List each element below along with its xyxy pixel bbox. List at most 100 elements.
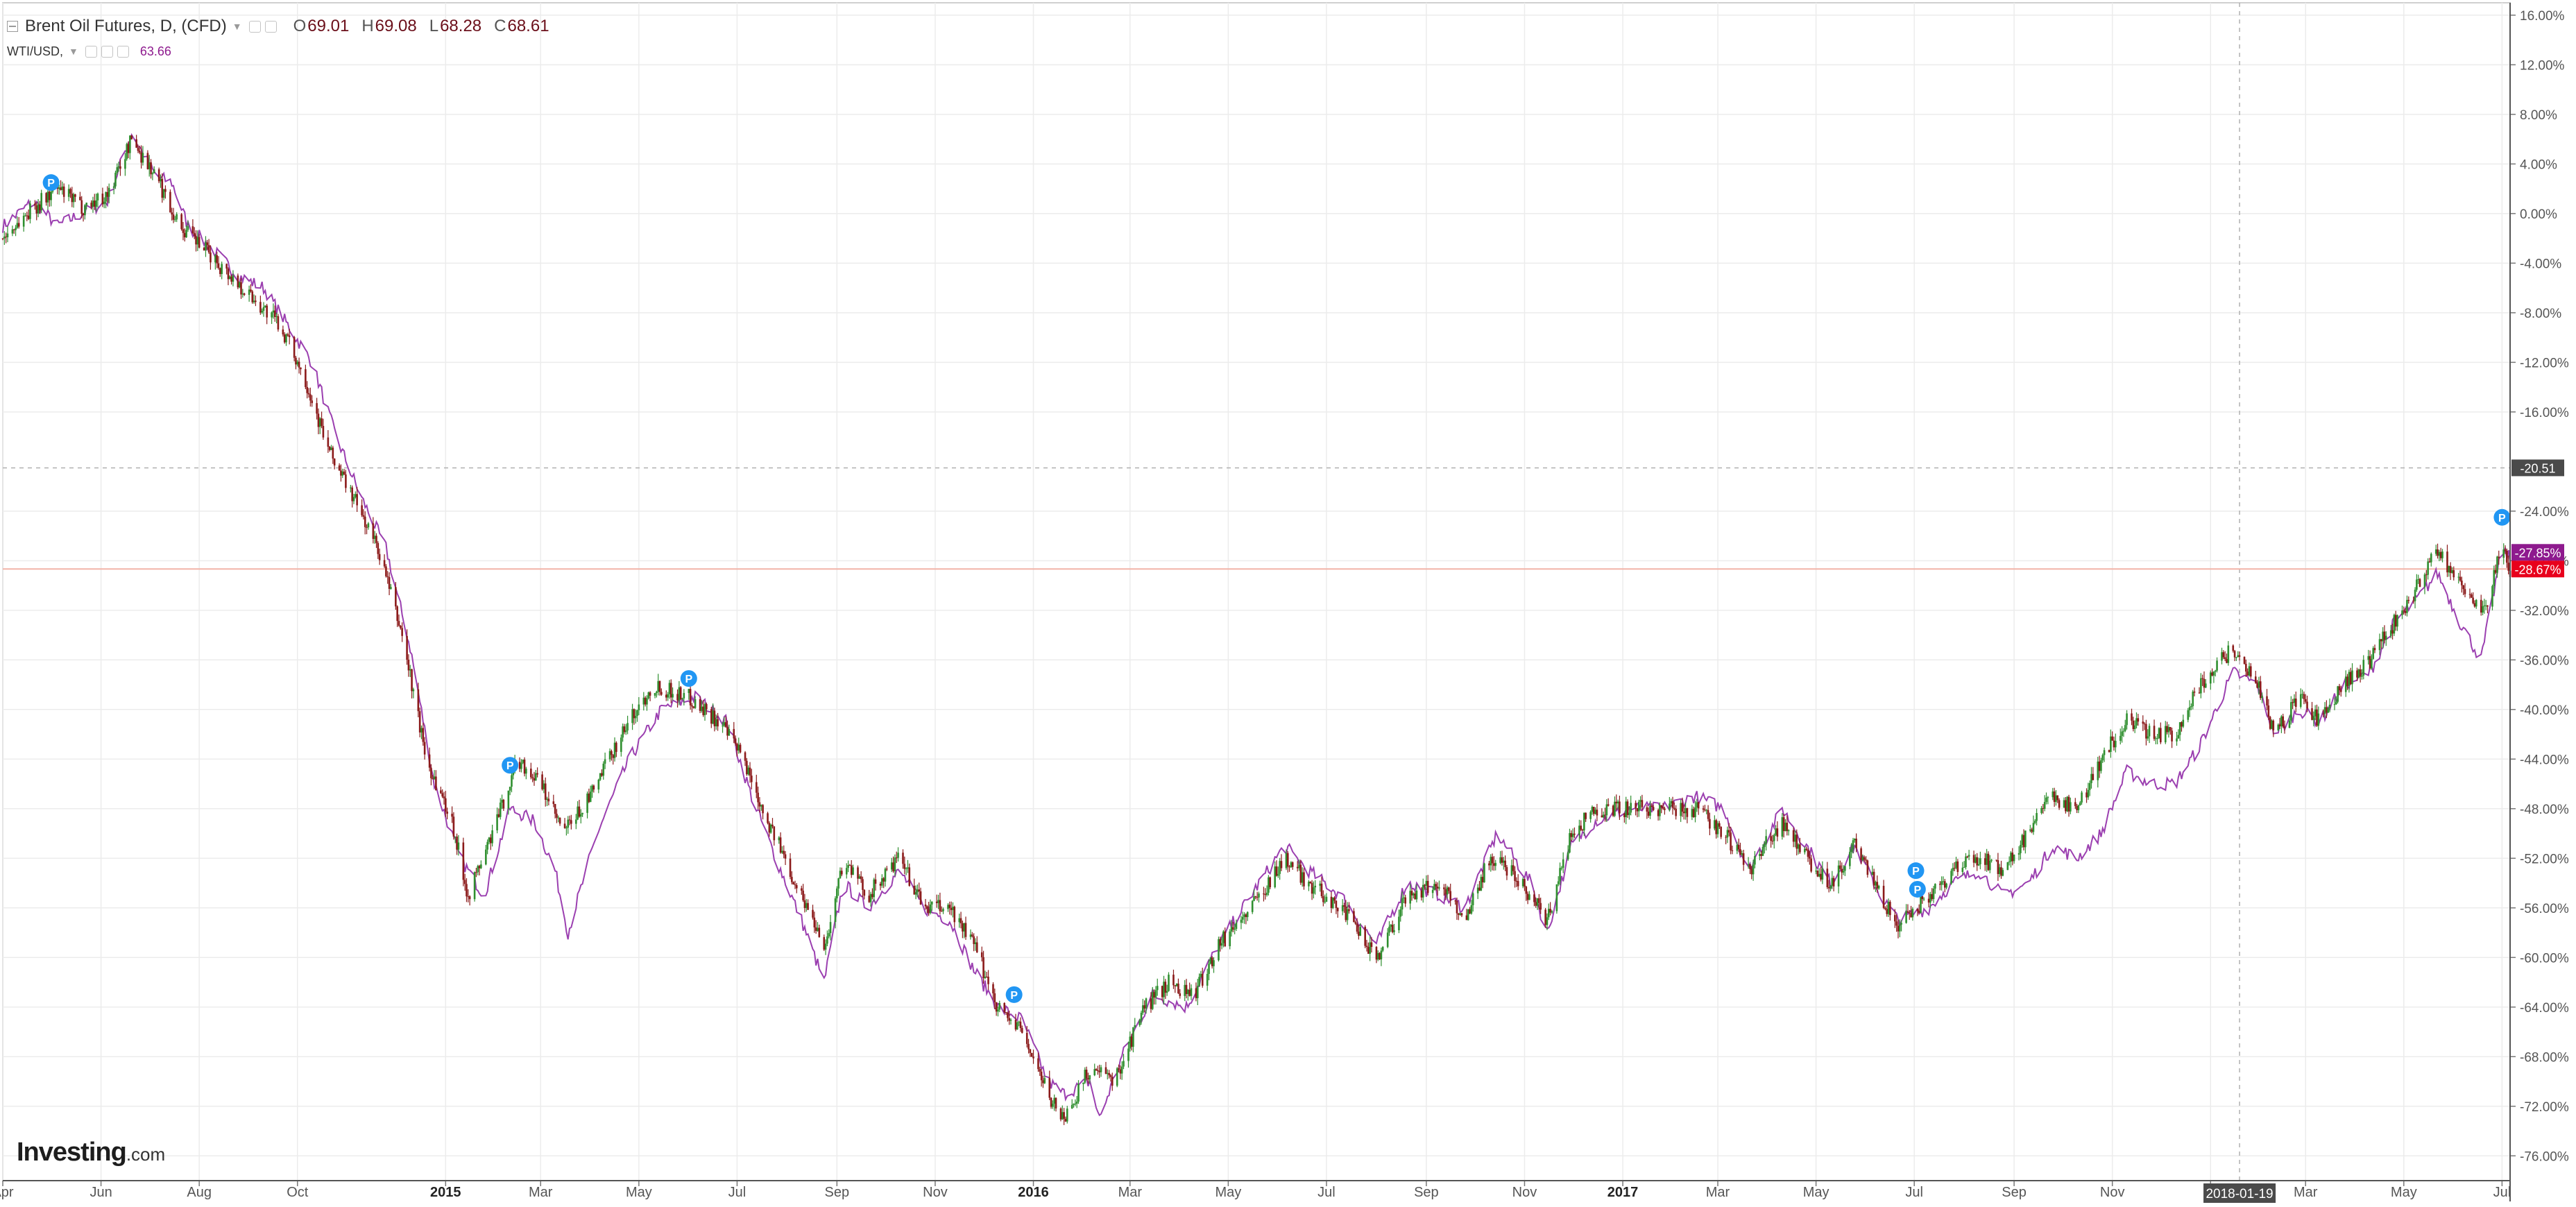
candle-body	[1501, 857, 1503, 863]
candle-body	[1153, 992, 1155, 998]
event-marker[interactable]: P	[680, 670, 697, 687]
candle	[2205, 679, 2207, 689]
candle	[919, 887, 922, 905]
candle-body	[1965, 856, 1967, 868]
eye-icon[interactable]	[85, 45, 97, 58]
collapse-icon[interactable]	[7, 21, 18, 32]
event-marker[interactable]: P	[1907, 862, 1925, 880]
candle-body	[1052, 1104, 1054, 1107]
candle	[895, 851, 898, 864]
event-marker-badge[interactable]	[2493, 508, 2511, 526]
candle-body	[430, 767, 432, 778]
candle	[794, 880, 796, 889]
candle-body	[1253, 896, 1255, 901]
candle-body	[203, 247, 205, 251]
candle	[34, 200, 36, 210]
settings-icon[interactable]	[101, 45, 113, 58]
candle	[2182, 714, 2185, 728]
candle-body	[660, 692, 663, 695]
candle-body	[1612, 805, 1614, 816]
candle-body	[862, 879, 864, 890]
settings-icon[interactable]	[264, 20, 277, 33]
candle	[1512, 859, 1515, 875]
candle	[1974, 854, 1977, 864]
candle	[1109, 1074, 1112, 1082]
candle-body	[2100, 760, 2102, 771]
event-marker-badge[interactable]	[1909, 880, 1926, 898]
candle-body	[1943, 881, 1946, 888]
candle-body	[1177, 983, 1179, 993]
candle-body	[612, 755, 615, 758]
event-marker[interactable]: P	[502, 757, 519, 774]
event-marker-badge[interactable]	[1907, 862, 1925, 880]
candle	[214, 254, 216, 270]
candle	[734, 735, 737, 746]
candle	[2323, 702, 2326, 718]
chevron-down-icon[interactable]: ▼	[69, 46, 78, 57]
candle-body	[157, 169, 160, 182]
candle-body	[847, 865, 849, 868]
candle	[2457, 572, 2460, 584]
event-marker[interactable]: P	[42, 174, 60, 191]
candle	[11, 225, 14, 237]
candle-body	[2451, 570, 2453, 573]
event-marker-badge[interactable]	[680, 670, 697, 687]
candle-body	[1505, 867, 1508, 876]
candle	[1649, 801, 1651, 819]
candle-body	[1585, 812, 1587, 819]
candle	[216, 251, 219, 268]
crosshair-value-label-box	[2511, 459, 2564, 477]
candle-body	[1660, 805, 1663, 807]
candle-body	[1657, 810, 1660, 816]
candle	[225, 263, 228, 275]
candle	[1322, 890, 1324, 907]
candle	[129, 135, 131, 160]
ohlc-low-value: 68.28	[440, 17, 482, 35]
candle-body	[1849, 852, 1851, 866]
candle-body	[183, 232, 186, 238]
candle-body	[161, 178, 164, 198]
candle	[1664, 806, 1666, 815]
candle	[2472, 592, 2474, 605]
candle-body	[2504, 549, 2507, 551]
candle	[848, 864, 851, 866]
candle-body	[230, 276, 232, 282]
eye-icon[interactable]	[248, 20, 261, 33]
candle-body	[1003, 1002, 1006, 1012]
candle	[2212, 671, 2215, 683]
candle	[2226, 653, 2228, 664]
candle	[2403, 606, 2405, 615]
candle-body	[1875, 882, 1877, 886]
candle-body	[1910, 913, 1912, 918]
event-marker[interactable]: P	[2493, 508, 2511, 526]
candle	[676, 689, 679, 708]
crosshair-date-label: 2018-01-19	[2203, 1183, 2276, 1203]
chevron-down-icon[interactable]: ▼	[232, 21, 242, 32]
candle-body	[45, 193, 47, 203]
candle	[1619, 795, 1621, 820]
x-tick-label: Jul	[728, 1185, 747, 1200]
event-marker-badge[interactable]	[1005, 986, 1023, 1003]
candle	[1319, 880, 1321, 892]
candle-body	[845, 868, 848, 875]
candle	[356, 486, 358, 512]
candle-body	[2277, 724, 2280, 730]
event-marker[interactable]: P	[1005, 986, 1023, 1003]
candle	[1476, 884, 1479, 900]
candle	[2425, 570, 2428, 582]
event-marker-badge[interactable]	[502, 757, 519, 774]
candle	[169, 189, 171, 213]
close-icon[interactable]	[117, 45, 129, 58]
candle	[1787, 829, 1790, 836]
event-marker[interactable]: P	[1909, 880, 1926, 898]
candle-body	[466, 884, 468, 897]
candle	[1071, 1099, 1073, 1109]
candle	[1085, 1066, 1088, 1081]
candle	[660, 688, 663, 696]
candle-body	[1884, 907, 1886, 909]
candle	[658, 680, 661, 696]
candle-body	[869, 893, 872, 902]
event-marker-badge[interactable]	[42, 174, 60, 191]
